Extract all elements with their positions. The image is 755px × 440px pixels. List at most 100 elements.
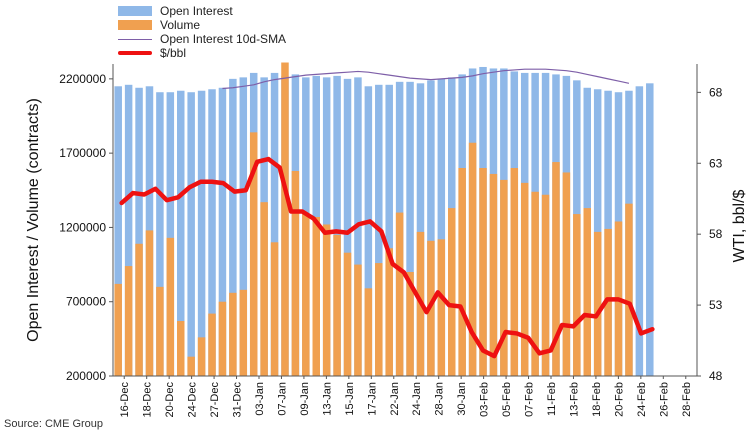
volume-bar (145, 230, 154, 376)
y-tick-label-left: 1200000 (59, 220, 106, 234)
volume-bar (375, 263, 383, 376)
volume-bar (312, 217, 320, 376)
open-interest-bar (187, 92, 195, 376)
volume-bar (510, 168, 519, 376)
x-tick-label: 24-Feb (636, 382, 648, 417)
volume-bar (229, 292, 237, 376)
x-tick-label: 17-Jan (366, 382, 378, 416)
volume-bar (322, 224, 331, 376)
volume-bar (468, 142, 477, 376)
x-tick-label: 22-Jan (389, 382, 401, 416)
volume-bar (177, 321, 185, 376)
x-tick-label: 03-Jan (254, 382, 266, 416)
legend-swatch-price (118, 51, 152, 55)
x-tick-label: 13-Feb (568, 382, 580, 417)
volume-bar (239, 289, 248, 376)
x-tick-label: 28-Jan (434, 382, 446, 416)
volume-bar (343, 252, 352, 376)
volume-bar (281, 62, 289, 376)
y-tick-label-left: 1700000 (59, 146, 106, 160)
x-tick-label: 28-Feb (681, 382, 693, 417)
source-note: Source: CME Group (4, 418, 104, 430)
y-tick-label-left: 200000 (66, 369, 106, 383)
legend-label-sma: Open Interest 10d-SMA (160, 32, 287, 46)
x-tick-label: 07-Feb (524, 382, 536, 417)
volume-bar (218, 301, 227, 376)
volume-bar (291, 170, 300, 376)
x-tick-label: 07-Jan (276, 382, 288, 416)
x-tick-label: 31-Dec (232, 382, 244, 418)
volume-bar (531, 191, 539, 376)
x-tick-label: 18-Dec (142, 382, 154, 418)
x-tick-label: 26-Feb (658, 382, 670, 417)
volume-bar (437, 239, 446, 376)
volume-bar (448, 208, 456, 376)
legend-item-volume: Volume (118, 18, 286, 32)
x-tick-label: 24-Jan (411, 382, 423, 416)
volume-bar (593, 231, 602, 376)
x-tick-label: 11-Feb (546, 382, 558, 416)
volume-bar (302, 214, 310, 376)
y-tick-label-left: 2200000 (59, 72, 106, 86)
open-interest-bar (208, 89, 216, 376)
x-tick-label: 24-Dec (187, 382, 199, 418)
x-tick-label: 15-Jan (344, 382, 356, 416)
x-tick-label: 27-Dec (209, 382, 221, 418)
volume-bar (604, 228, 612, 376)
volume-bar (197, 337, 206, 376)
x-tick-label: 05-Feb (501, 382, 513, 417)
open-interest-bar (646, 83, 654, 376)
open-interest-bar (635, 86, 644, 376)
volume-bar (187, 356, 195, 376)
y-axis-label-left: Open Interest / Volume (contracts) (25, 98, 42, 342)
volume-bar (166, 237, 175, 376)
volume-bar (395, 212, 404, 376)
x-tick-label: 20-Dec (164, 382, 176, 418)
open-interest-bar (124, 84, 133, 377)
volume-bar (114, 283, 122, 376)
price-line (119, 156, 655, 359)
open-interest-bar (416, 83, 425, 376)
legend-label-volume: Volume (160, 18, 201, 32)
open-interest-bar (156, 92, 164, 376)
x-tick-label: 18-Feb (591, 382, 603, 417)
volume-bar (333, 234, 341, 376)
volume-bar (489, 173, 498, 376)
volume-bar (479, 168, 487, 376)
open-interest-bar (427, 80, 435, 376)
x-tick-label: 20-Feb (613, 382, 625, 417)
y-tick-label-right: 58 (709, 227, 723, 241)
open-interest-bar (177, 90, 185, 377)
y-tick-label-right: 48 (709, 369, 723, 383)
volume-bar (249, 132, 258, 376)
x-tick-label: 03-Feb (479, 382, 491, 417)
legend-item-open-interest: Open Interest (118, 4, 286, 18)
volume-bar (406, 272, 414, 376)
open-interest-bar (239, 77, 248, 377)
x-tick-label: 16-Dec (119, 382, 131, 418)
volume-bar (208, 313, 216, 376)
legend-label-open-interest: Open Interest (160, 4, 233, 18)
volume-bar (552, 162, 560, 376)
open-interest-bar (114, 86, 122, 376)
volume-bar (541, 194, 550, 376)
volume-bar (500, 179, 508, 376)
legend-swatch-volume (118, 20, 152, 30)
volume-bar (562, 172, 571, 376)
volume-bar (573, 214, 581, 376)
open-interest-bar (385, 84, 393, 377)
legend-swatch-open-interest (118, 6, 152, 16)
volume-bar (124, 266, 133, 376)
volume-bar (135, 243, 143, 376)
x-tick-label: 09-Jan (299, 382, 311, 416)
open-interest-bar (406, 81, 414, 376)
volume-bar (385, 248, 393, 376)
volume-bar (520, 182, 529, 376)
legend-swatch-sma (118, 38, 152, 40)
volume-bar (260, 202, 268, 376)
legend-label-price: $/bbl (160, 46, 187, 60)
volume-bar (625, 203, 633, 376)
volume-bar (354, 264, 362, 376)
volume-bar (583, 208, 591, 376)
x-tick-label: 30-Jan (456, 382, 468, 416)
